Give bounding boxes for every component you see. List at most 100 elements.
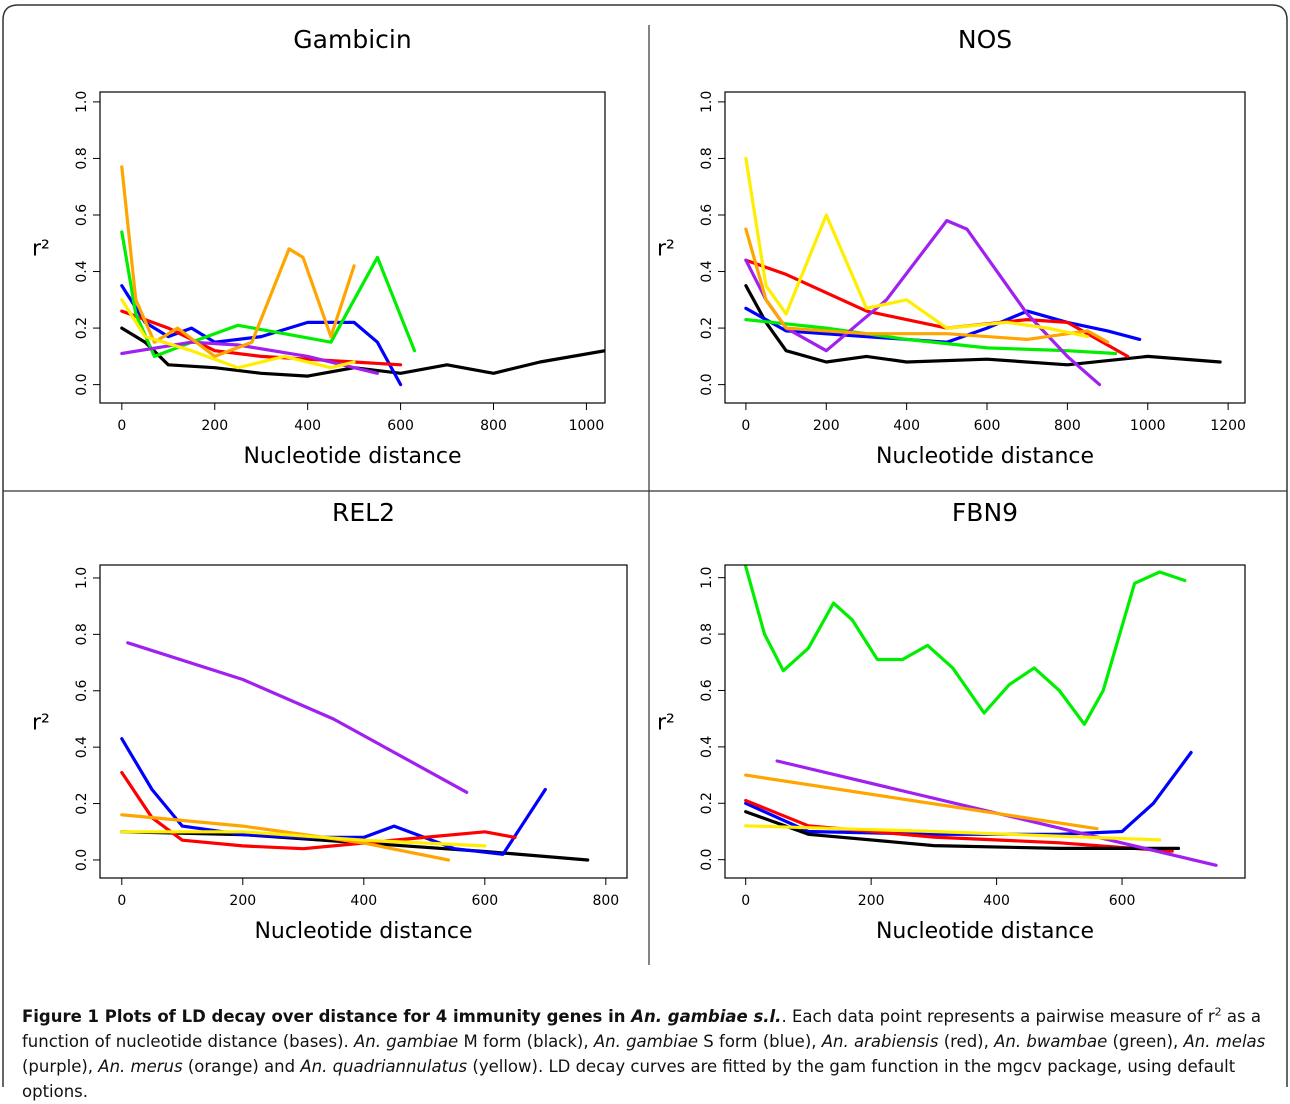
caption: Figure 1 Plots of LD decay over distance… <box>22 1004 1272 1104</box>
caption-text: An. bwambae <box>994 1032 1108 1051</box>
plot-area <box>744 565 1218 867</box>
x-axis-label: Nucleotide distance <box>254 919 472 944</box>
plot-frame <box>99 91 606 404</box>
x-tick-label: 600 <box>387 418 414 434</box>
x-tick-label: 200 <box>201 418 228 434</box>
y-tick-label: 0.2 <box>74 792 90 814</box>
y-axis-label: r² <box>657 711 675 736</box>
y-tick-label: 0.2 <box>74 317 90 339</box>
y-tick-label: 0.2 <box>699 792 715 814</box>
fit-curve <box>744 227 1110 344</box>
fit-curve <box>120 830 487 848</box>
y-tick-label: 0.8 <box>699 623 715 645</box>
chart-title: Gambicin <box>293 25 411 54</box>
fit-curve <box>744 798 1174 853</box>
fit-curve <box>126 641 469 794</box>
fit-curve <box>744 306 1142 344</box>
x-axis-label: Nucleotide distance <box>876 919 1094 944</box>
caption-text: An. gambiae <box>354 1032 459 1051</box>
fit-curve <box>744 773 1099 831</box>
y-tick-label: 0.8 <box>74 623 90 645</box>
x-tick-label: 400 <box>983 893 1010 909</box>
caption-text: (purple), <box>22 1057 99 1076</box>
caption-text: An. quadriannulatus <box>300 1057 468 1076</box>
y-axis-label: r² <box>32 237 50 262</box>
x-tick-label: 0 <box>741 893 750 909</box>
fit-curve <box>120 770 517 851</box>
fit-curve <box>744 565 1187 726</box>
x-axis-label: Nucleotide distance <box>243 444 461 469</box>
x-tick-label: 200 <box>813 418 840 434</box>
x-tick-label: 1200 <box>1210 418 1246 434</box>
y-tick-label: 0.0 <box>74 849 90 871</box>
y-tick-label: 0.6 <box>74 680 90 702</box>
y-tick-label: 0.8 <box>74 147 90 169</box>
y-tick-label: 0.6 <box>74 204 90 226</box>
x-tick-label: 800 <box>1054 418 1081 434</box>
caption-text: S form (blue), <box>698 1032 822 1051</box>
y-tick-label: 0.0 <box>699 373 715 395</box>
y-tick-label: 1.0 <box>74 567 90 589</box>
caption-text: (green), <box>1107 1032 1184 1051</box>
chart-title: NOS <box>958 25 1012 54</box>
y-tick-label: 0.4 <box>74 260 90 282</box>
plot-area <box>120 641 590 862</box>
x-tick-label: 800 <box>480 418 507 434</box>
x-tick-label: 0 <box>117 418 126 434</box>
x-axis-label: Nucleotide distance <box>876 444 1094 469</box>
chart-title: FBN9 <box>952 498 1018 527</box>
x-tick-label: 200 <box>858 893 885 909</box>
caption-text: An. arabiensis <box>821 1032 939 1051</box>
caption-text: M form (black), <box>458 1032 594 1051</box>
plot-area <box>120 165 605 387</box>
y-tick-label: 0.0 <box>699 849 715 871</box>
fit-curve <box>120 737 547 856</box>
caption-text: An. gambiae s.l. <box>631 1007 782 1026</box>
x-tick-label: 0 <box>741 418 750 434</box>
fit-curve <box>120 298 356 370</box>
fit-curve <box>744 284 1222 367</box>
caption-text: . Each data point represents a pairwise … <box>781 1007 1215 1026</box>
fit-curve <box>744 824 1162 842</box>
x-tick-label: 400 <box>350 893 377 909</box>
caption-text: as a function of nucleotide distance (ba… <box>22 1007 1261 1051</box>
y-tick-label: 0.6 <box>699 204 715 226</box>
y-axis-label: r² <box>32 711 50 736</box>
caption-text: An. merus <box>98 1057 183 1076</box>
plot-area <box>744 156 1222 387</box>
y-tick-label: 1.0 <box>699 567 715 589</box>
x-tick-label: 1000 <box>569 418 605 434</box>
chart-title: REL2 <box>332 498 395 527</box>
x-tick-label: 0 <box>117 893 126 909</box>
y-tick-label: 0.4 <box>699 736 715 758</box>
fit-curve <box>744 156 1090 339</box>
x-tick-label: 600 <box>974 418 1001 434</box>
x-tick-label: 1000 <box>1130 418 1166 434</box>
figure-border <box>2 4 1288 1087</box>
fit-curve <box>120 340 379 375</box>
caption-text: (orange) and <box>182 1057 301 1076</box>
fit-curve <box>120 165 356 358</box>
caption-text: Figure 1 Plots of LD decay over distance… <box>22 1007 632 1026</box>
y-tick-label: 0.2 <box>699 317 715 339</box>
x-tick-label: 200 <box>229 893 256 909</box>
fit-curve <box>120 326 605 378</box>
caption-text: 2 <box>1214 1005 1222 1019</box>
x-tick-label: 400 <box>294 418 321 434</box>
y-tick-label: 0.6 <box>699 679 715 701</box>
x-tick-label: 600 <box>471 893 498 909</box>
x-tick-label: 600 <box>1109 893 1136 909</box>
y-tick-label: 0.4 <box>699 260 715 282</box>
plot-frame <box>724 564 1246 879</box>
caption-text: (red), <box>938 1032 995 1051</box>
y-tick-label: 0.8 <box>699 147 715 169</box>
x-tick-label: 400 <box>893 418 920 434</box>
x-tick-label: 800 <box>592 893 619 909</box>
y-tick-label: 1.0 <box>74 91 90 113</box>
fit-curve <box>744 750 1193 836</box>
plot-frame <box>99 564 628 879</box>
caption-text: An. melas <box>1183 1032 1266 1051</box>
y-tick-label: 0.4 <box>74 736 90 758</box>
